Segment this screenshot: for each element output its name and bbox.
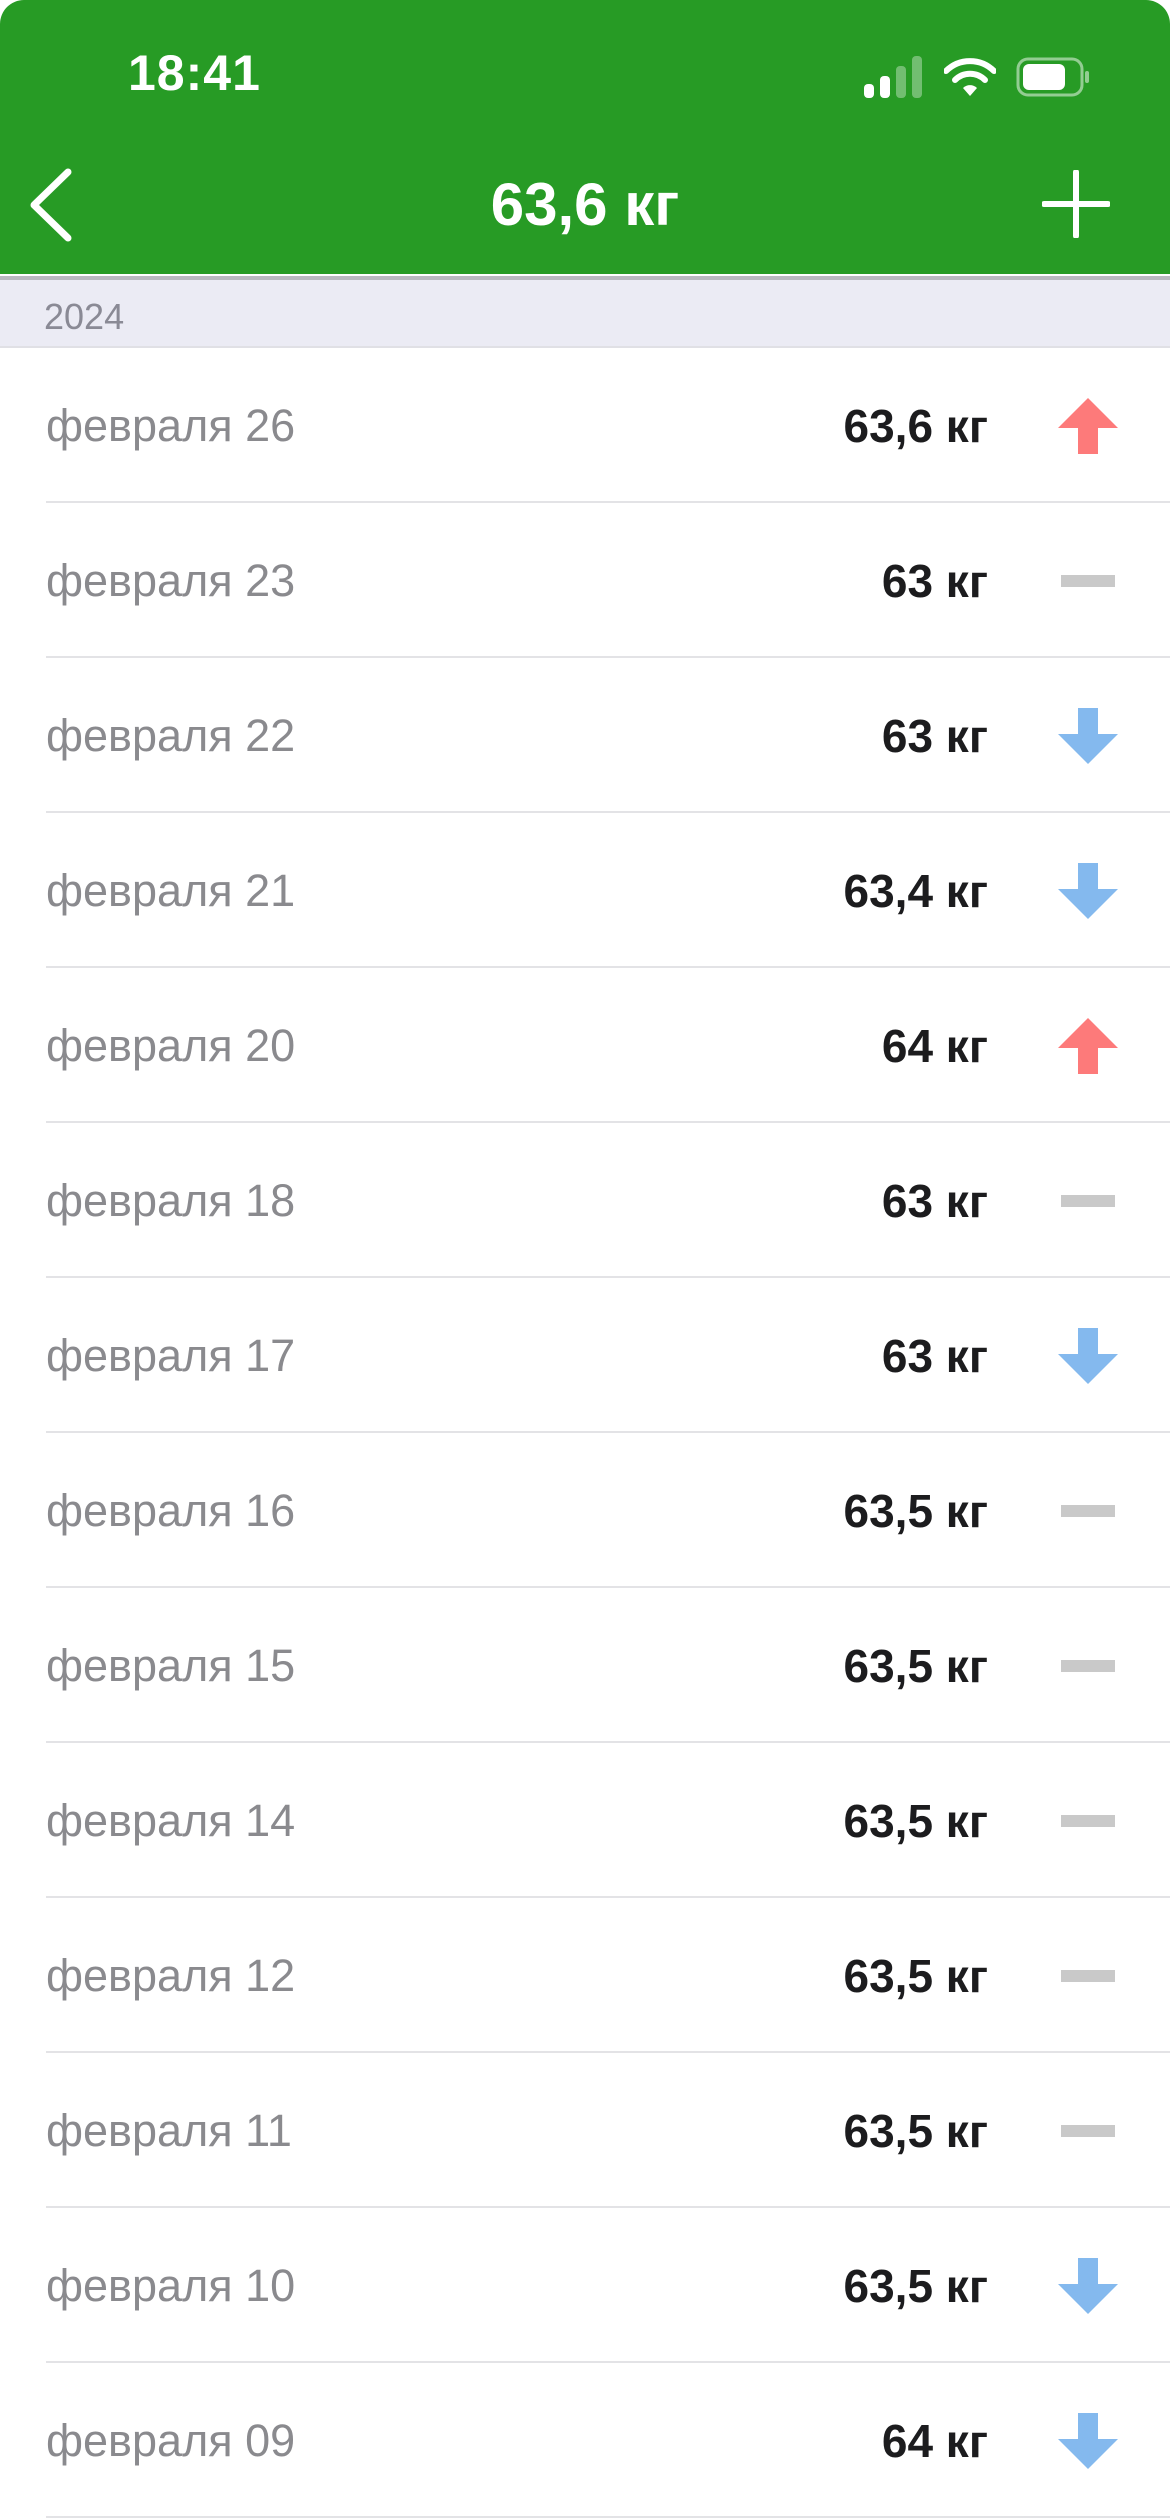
section-header: 2024 (0, 280, 1170, 348)
entry-date: февраля 17 (46, 1329, 296, 1381)
chevron-left-icon[interactable] (24, 168, 74, 242)
entry-weight: 63,5 кг (843, 1949, 989, 2002)
entry-date: февраля 12 (46, 1949, 296, 2001)
entry-weight: 63,5 кг (843, 2259, 989, 2312)
entry-date: февраля 22 (46, 709, 296, 761)
entry-date: февраля 09 (46, 2414, 296, 2466)
entry-date: февраля 16 (46, 1484, 296, 1536)
battery-icon (1016, 57, 1089, 97)
entry-date: февраля 21 (46, 864, 296, 916)
entry-weight: 63,5 кг (843, 1639, 989, 1692)
list-item[interactable]: февраля 16 63,5 кг (0, 1433, 1170, 1588)
minus-icon (1061, 1504, 1115, 1517)
entry-weight: 63,5 кг (843, 2104, 989, 2157)
list-item[interactable]: февраля 22 63 кг (0, 658, 1170, 813)
list-item[interactable]: февраля 09 64 кг (0, 2363, 1170, 2518)
list-item[interactable]: февраля 23 63 кг (0, 503, 1170, 658)
weight-list: февраля 26 63,6 кг февраля 23 63 кг февраля … (0, 348, 1170, 2518)
divider (0, 274, 1170, 280)
arrow-down-icon (1058, 1327, 1118, 1384)
list-item[interactable]: февраля 17 63 кг (0, 1278, 1170, 1433)
minus-icon (1061, 2124, 1115, 2137)
entry-date: февраля 11 (46, 2104, 292, 2156)
entry-weight: 64 кг (881, 2414, 988, 2467)
entry-weight: 63 кг (881, 709, 988, 762)
entry-date: февраля 23 (46, 554, 296, 606)
entry-weight: 63 кг (881, 554, 988, 607)
plus-icon[interactable] (1042, 170, 1110, 238)
entry-weight: 63 кг (881, 1174, 988, 1227)
arrow-down-icon (1058, 2412, 1118, 2469)
minus-icon (1061, 1969, 1115, 1982)
list-item[interactable]: февраля 15 63,5 кг (0, 1588, 1170, 1743)
arrow-up-icon (1058, 1017, 1118, 1074)
entry-weight: 63 кг (881, 1329, 988, 1382)
entry-date: февраля 10 (46, 2259, 296, 2311)
nav-header: 18:41 63,6 кг (0, 0, 1170, 274)
page-title: 63,6 кг (490, 171, 680, 238)
signal-icon (864, 56, 922, 98)
minus-icon (1061, 574, 1115, 587)
entry-date: февраля 26 (46, 399, 296, 451)
list-item[interactable]: февраля 14 63,5 кг (0, 1743, 1170, 1898)
entry-weight: 63,5 кг (843, 1484, 989, 1537)
minus-icon (1061, 1814, 1115, 1827)
arrow-down-icon (1058, 707, 1118, 764)
list-item[interactable]: февраля 11 63,5 кг (0, 2053, 1170, 2208)
entry-weight: 63,5 кг (843, 1794, 989, 1847)
status-time: 18:41 (128, 45, 261, 101)
arrow-down-icon (1058, 2257, 1118, 2314)
entry-date: февраля 18 (46, 1174, 296, 1226)
list-item[interactable]: февраля 10 63,5 кг (0, 2208, 1170, 2363)
minus-icon (1061, 1659, 1115, 1672)
entry-date: февраля 14 (46, 1794, 296, 1846)
list-item[interactable]: февраля 21 63,4 кг (0, 813, 1170, 968)
wifi-icon (944, 58, 996, 96)
status-icons (864, 56, 1092, 98)
list-item[interactable]: февраля 20 64 кг (0, 968, 1170, 1123)
entry-weight: 63,4 кг (843, 864, 989, 917)
arrow-up-icon (1058, 397, 1118, 454)
entry-date: февраля 15 (46, 1639, 296, 1691)
list-item[interactable]: февраля 12 63,5 кг (0, 1898, 1170, 2053)
arrow-down-icon (1058, 862, 1118, 919)
entry-weight: 64 кг (881, 1019, 988, 1072)
minus-icon (1061, 1194, 1115, 1207)
list-item[interactable]: февраля 26 63,6 кг (0, 348, 1170, 503)
entry-date: февраля 20 (46, 1019, 296, 1071)
list-item[interactable]: февраля 18 63 кг (0, 1123, 1170, 1278)
entry-weight: 63,6 кг (843, 399, 989, 452)
